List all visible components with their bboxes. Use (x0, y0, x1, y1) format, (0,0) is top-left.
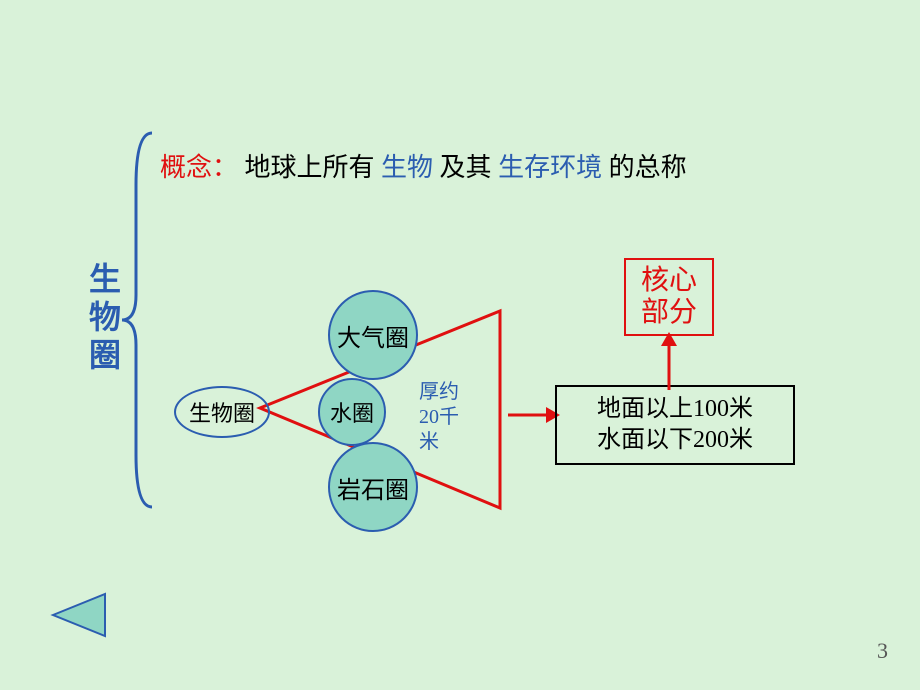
core-l2: 部分 (641, 297, 697, 329)
concept-suffix: 的总称 (609, 153, 687, 182)
arrow-tri-to-range-icon (508, 400, 560, 430)
concept-kw2: 生存环境 (498, 153, 602, 182)
lithosphere-label: 岩石圈 (337, 470, 409, 505)
arrow-range-to-core-icon (654, 332, 684, 390)
range-box: 地面以上100米 水面以下200米 (555, 385, 795, 465)
concept-kw1: 生物 (381, 153, 433, 182)
concept-label: 概念： (160, 153, 238, 182)
biosphere-ellipse-label: 生物圈 (189, 396, 255, 428)
thickness-l1: 厚约 (419, 380, 475, 405)
page-number: 3 (877, 638, 888, 664)
thickness-l3: 米 (419, 430, 475, 455)
range-l1: 地面以上100米 (597, 394, 753, 425)
hydrosphere-circle: 水圈 (318, 378, 386, 446)
thickness-l2: 20千 (419, 405, 475, 430)
range-l2: 水面以下200米 (597, 425, 753, 456)
concept-line: 概念： 地球上所有 生物 及其 生存环境 的总称 (160, 147, 687, 184)
hydrosphere-label: 水圈 (330, 396, 374, 428)
back-triangle-icon (49, 590, 109, 640)
back-button[interactable] (49, 590, 109, 640)
concept-prefix: 地球上所有 (245, 153, 375, 182)
atmosphere-circle: 大气圈 (328, 290, 418, 380)
lithosphere-circle: 岩石圈 (328, 442, 418, 532)
atmosphere-label: 大气圈 (337, 318, 409, 353)
concept-mid: 及其 (440, 153, 492, 182)
core-l1: 核心 (641, 265, 697, 297)
thickness-label: 厚约 20千 米 (419, 380, 475, 455)
core-box: 核心 部分 (624, 258, 714, 336)
brace-icon (118, 125, 158, 515)
biosphere-ellipse: 生物圈 (174, 386, 270, 438)
diagram-canvas: 概念： 地球上所有 生物 及其 生存环境 的总称 生物圈 大气圈 水圈 岩石圈 … (0, 0, 920, 690)
